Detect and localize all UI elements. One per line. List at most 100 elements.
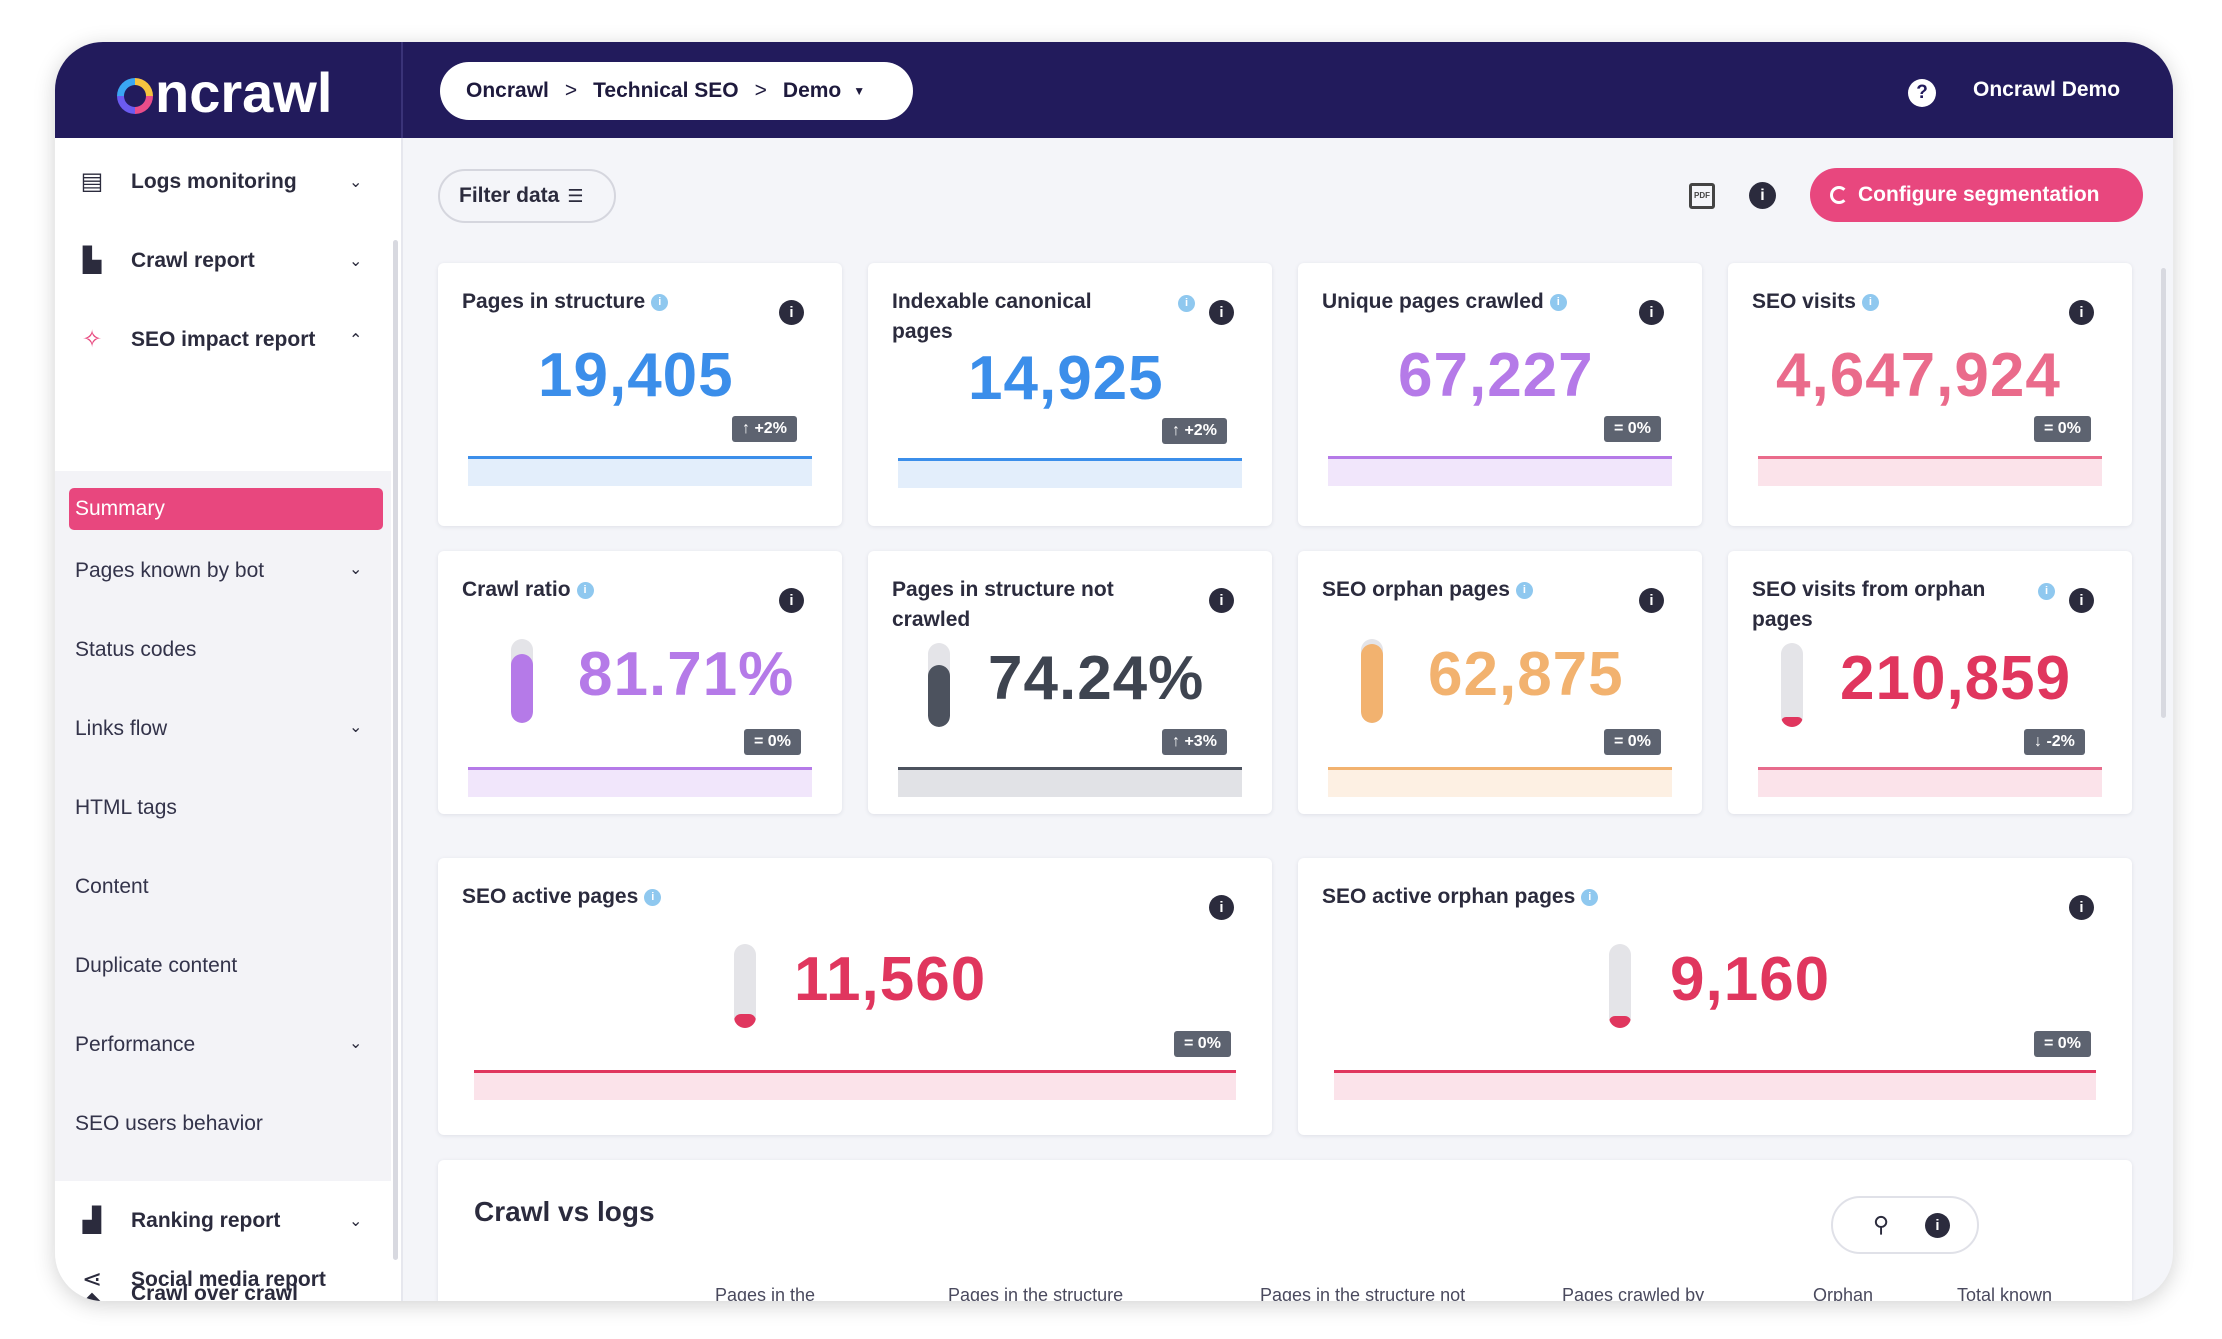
info-icon[interactable]: i — [1209, 588, 1234, 613]
column-header[interactable]: Orphan — [1813, 1285, 1874, 1301]
info-icon[interactable]: i — [2069, 588, 2094, 613]
info-icon[interactable]: i — [1925, 1213, 1950, 1238]
breadcrumb-item-2[interactable]: Technical SEO — [593, 79, 739, 102]
panel-title: Crawl vs logs — [474, 1196, 655, 1227]
list-icon: ▤ — [80, 167, 104, 195]
info-dot-icon[interactable]: i — [644, 888, 662, 906]
sidebar-subitem-status-codes[interactable]: Status codes — [55, 610, 391, 689]
info-dot-icon[interactable]: i — [1178, 295, 1195, 312]
column-header[interactable]: Total known — [1957, 1285, 2053, 1301]
chevron-down-icon: ⌄ — [349, 561, 363, 578]
card-title: Unique pages crawled i — [1322, 287, 1642, 317]
chevron-down-icon: ⌄ — [349, 719, 363, 736]
filter-icon: ☰ — [567, 186, 584, 206]
sidebar-item-crawl-report[interactable]: ▙ Crawl report ⌄ — [55, 221, 391, 300]
sidebar-subitem-content[interactable]: Content — [55, 847, 391, 926]
gauge — [511, 639, 533, 723]
info-dot-icon[interactable]: i — [2038, 583, 2055, 600]
kpi-card[interactable]: SEO visits i i 4,647,924 = 0% — [1728, 263, 2132, 526]
sidebar-item-logs-monitoring[interactable]: ▤ Logs monitoring ⌄ — [55, 142, 391, 221]
info-icon[interactable]: i — [1639, 300, 1664, 325]
help-icon[interactable]: ? — [1908, 79, 1936, 107]
zoom-icon[interactable]: ⚲ — [1873, 1212, 1890, 1237]
sparkline-area — [898, 460, 1242, 488]
info-dot-icon[interactable]: i — [576, 581, 594, 599]
column-header[interactable]: Pages in the — [715, 1285, 816, 1301]
kpi-card[interactable]: Crawl ratio i i 81.71% = 0% — [438, 551, 842, 814]
sparkline — [474, 1070, 1236, 1073]
sparkline — [898, 458, 1242, 461]
sidebar-subitem-pages-known-by-bot[interactable]: Pages known by bot ⌄ — [55, 531, 391, 610]
sidebar-subitem-performance[interactable]: Performance ⌄ — [55, 1005, 391, 1084]
sidebar-subitem-html-tags[interactable]: HTML tags — [55, 768, 391, 847]
chevron-down-icon: ⌄ — [349, 1035, 363, 1052]
gauge-fill — [1781, 716, 1803, 727]
trend-badge: = 0% — [2034, 416, 2091, 442]
info-icon[interactable]: i — [779, 588, 804, 613]
kpi-card[interactable]: Pages in structure i i 19,405 ↑ +2% — [438, 263, 842, 526]
gauge — [1361, 639, 1383, 723]
kpi-card-wide[interactable]: SEO active orphan pages i i 9,160 = 0% — [1298, 858, 2132, 1135]
ranking-icon: ▟ — [82, 1206, 102, 1234]
info-dot-icon[interactable]: i — [1515, 581, 1533, 599]
sparkline — [1758, 456, 2102, 459]
column-header[interactable]: Pages crawled by — [1562, 1285, 1705, 1301]
info-icon[interactable]: i — [1209, 300, 1234, 325]
kpi-card[interactable]: SEO visits from orphan pages i i 210,859 … — [1728, 551, 2132, 814]
info-icon[interactable]: i — [1749, 182, 1776, 209]
caret-down-icon[interactable]: ▼ — [853, 84, 866, 98]
column-header[interactable]: Pages in the structure — [948, 1285, 1124, 1301]
breadcrumb-item-1[interactable]: Oncrawl — [466, 79, 549, 102]
card-title-text: SEO visits — [1752, 290, 1856, 313]
sparkline — [898, 767, 1242, 770]
info-icon[interactable]: i — [1209, 895, 1234, 920]
sparkline-area — [474, 1072, 1236, 1100]
info-dot-icon[interactable]: i — [1581, 888, 1599, 906]
chevron-right-icon: > — [564, 79, 578, 102]
chevron-up-icon: ⌃ — [349, 331, 363, 349]
card-value: 210,859 — [1840, 644, 2072, 713]
configure-segmentation-button[interactable]: Configure segmentation — [1810, 168, 2143, 222]
card-title-text: SEO active orphan pages — [1322, 885, 1576, 908]
info-icon[interactable]: i — [1639, 588, 1664, 613]
sidebar-subitem-links-flow[interactable]: Links flow ⌄ — [55, 689, 391, 768]
sidebar-item-social-media-report[interactable]: ⋖ Social media report — [55, 1260, 391, 1300]
kpi-card[interactable]: SEO orphan pages i i 62,875 = 0% — [1298, 551, 1702, 814]
info-icon[interactable]: i — [2069, 895, 2094, 920]
kpi-card-wide[interactable]: SEO active pages i i 11,560 = 0% — [438, 858, 1272, 1135]
main-scrollbar[interactable] — [2161, 268, 2166, 718]
user-menu[interactable]: Oncrawl Demo — [1973, 78, 2121, 101]
sidebar-item-label: Ranking report — [131, 1208, 281, 1232]
card-value: 74.24% — [988, 644, 1205, 713]
filter-data-button[interactable]: Filter data ☰ — [438, 169, 616, 223]
card-title: Crawl ratio i — [462, 575, 762, 605]
breadcrumb-item-3[interactable]: Demo — [782, 79, 842, 102]
sidebar-scrollbar[interactable] — [393, 240, 398, 1260]
sidebar-subitem-duplicate-content[interactable]: Duplicate content — [55, 926, 391, 1005]
sparkline-area — [468, 458, 812, 486]
sidebar-subitem-seo-users-behavior[interactable]: SEO users behavior — [55, 1084, 391, 1163]
info-dot-icon[interactable]: i — [1861, 293, 1879, 311]
kpi-card[interactable]: Indexable canonical pages i i 14,925 ↑ +2… — [868, 263, 1272, 526]
column-header[interactable]: Pages in the structure not — [1260, 1285, 1466, 1301]
gauge — [1609, 944, 1631, 1028]
card-title: Pages in structure not crawled — [892, 578, 1114, 631]
info-icon[interactable]: i — [2069, 300, 2094, 325]
kpi-card[interactable]: Unique pages crawled i i 67,227 = 0% — [1298, 263, 1702, 526]
sidebar-subitem-summary[interactable]: Summary — [69, 488, 383, 530]
sidebar-item-crawl-over-crawl[interactable]: ◆ Crawl over crawl — [55, 1282, 391, 1301]
logo[interactable]: ncrawl — [155, 61, 333, 124]
card-title-text: Unique pages crawled — [1322, 290, 1544, 313]
card-title: SEO visits i — [1752, 287, 2072, 317]
info-dot-icon[interactable]: i — [651, 293, 669, 311]
sidebar-item-ranking-report[interactable]: ▟ Ranking report ⌄ — [55, 1181, 391, 1260]
info-icon[interactable]: i — [779, 300, 804, 325]
pdf-export-icon[interactable]: PDF — [1689, 183, 1715, 209]
card-title: Indexable canonical pages i — [892, 287, 1195, 347]
trend-badge: = 0% — [744, 729, 801, 755]
info-dot-icon[interactable]: i — [1549, 293, 1567, 311]
kpi-card[interactable]: Pages in structure not crawled i 74.24% … — [868, 551, 1272, 814]
sparkline-area — [1758, 458, 2102, 486]
sidebar-item-label: Pages known by bot — [75, 559, 265, 582]
sidebar-item-seo-impact-report[interactable]: ✧ SEO impact report ⌃ — [55, 300, 391, 379]
